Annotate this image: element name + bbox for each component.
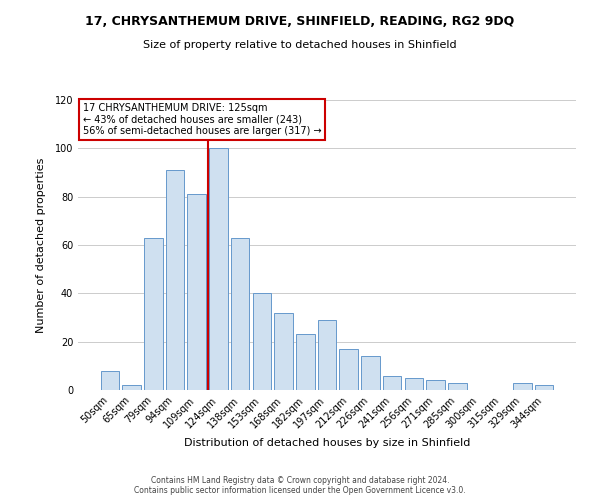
Bar <box>166 170 184 390</box>
Bar <box>144 238 163 390</box>
Bar <box>361 356 380 390</box>
Text: Size of property relative to detached houses in Shinfield: Size of property relative to detached ho… <box>143 40 457 50</box>
Bar <box>448 383 467 390</box>
Bar <box>101 370 119 390</box>
Y-axis label: Number of detached properties: Number of detached properties <box>37 158 46 332</box>
Bar <box>383 376 401 390</box>
Bar <box>253 294 271 390</box>
Text: 17, CHRYSANTHEMUM DRIVE, SHINFIELD, READING, RG2 9DQ: 17, CHRYSANTHEMUM DRIVE, SHINFIELD, READ… <box>85 15 515 28</box>
Bar <box>122 385 141 390</box>
Text: 17 CHRYSANTHEMUM DRIVE: 125sqm
← 43% of detached houses are smaller (243)
56% of: 17 CHRYSANTHEMUM DRIVE: 125sqm ← 43% of … <box>83 103 322 136</box>
Bar <box>296 334 314 390</box>
Bar <box>231 238 250 390</box>
Bar <box>274 312 293 390</box>
Bar <box>318 320 336 390</box>
Bar <box>513 383 532 390</box>
Bar <box>535 385 553 390</box>
Bar <box>187 194 206 390</box>
Bar <box>427 380 445 390</box>
Bar <box>209 148 227 390</box>
X-axis label: Distribution of detached houses by size in Shinfield: Distribution of detached houses by size … <box>184 438 470 448</box>
Bar <box>340 349 358 390</box>
Bar <box>404 378 423 390</box>
Text: Contains HM Land Registry data © Crown copyright and database right 2024.
Contai: Contains HM Land Registry data © Crown c… <box>134 476 466 495</box>
